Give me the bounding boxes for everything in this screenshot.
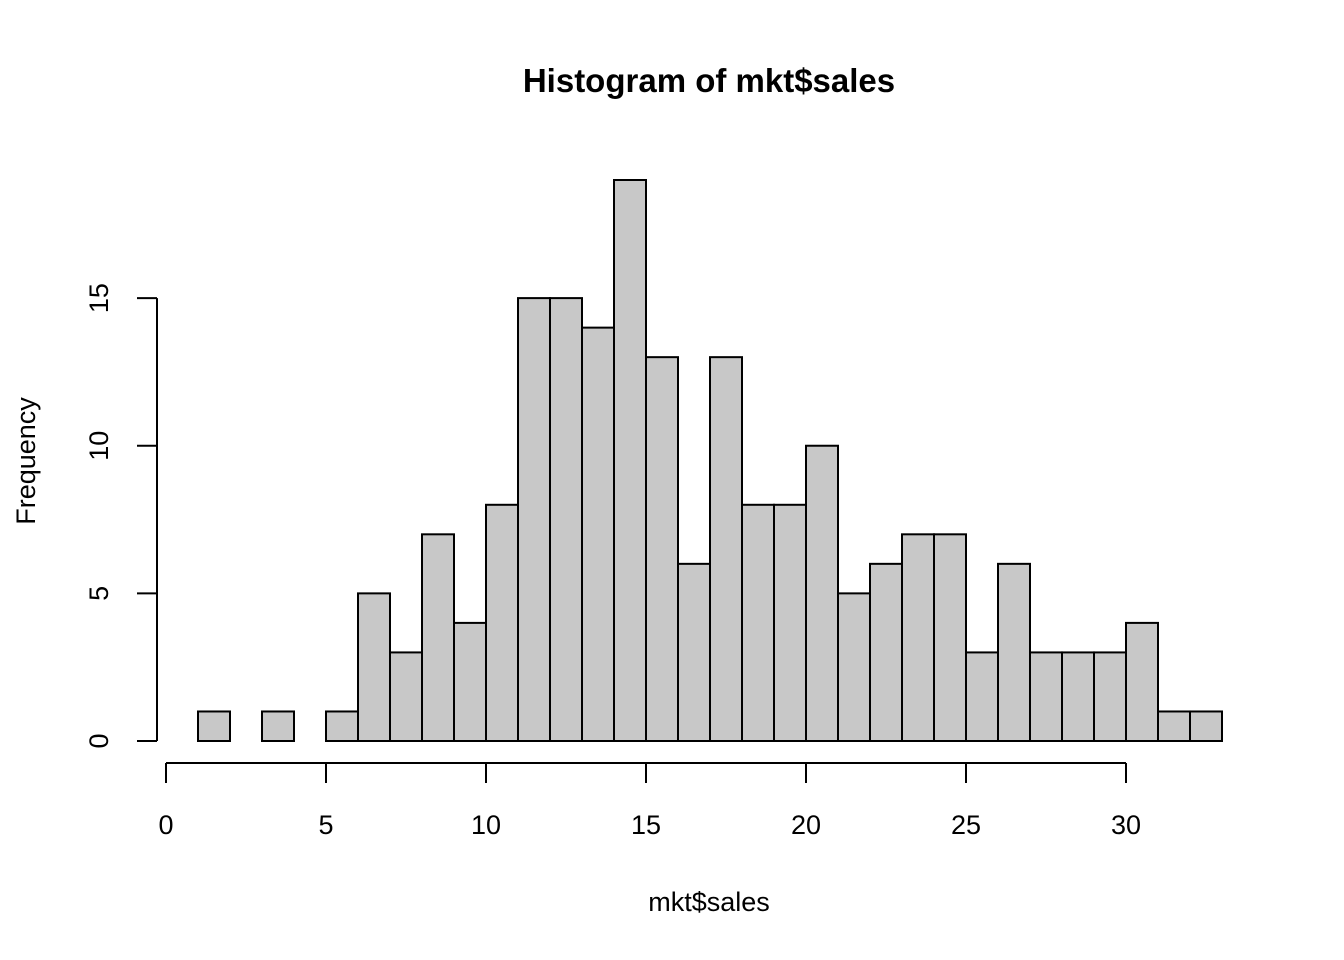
bar — [709, 356, 743, 742]
y-axis-label: Frequency — [11, 397, 41, 525]
bar — [549, 297, 583, 742]
bar — [357, 592, 391, 742]
y-tick-label: 0 — [84, 733, 114, 748]
bar — [933, 533, 967, 742]
bar — [581, 326, 615, 742]
x-axis-label: mkt$sales — [648, 887, 770, 917]
x-tick-label: 30 — [1111, 810, 1141, 840]
bar — [997, 562, 1031, 742]
bar — [837, 592, 871, 742]
bar — [1029, 651, 1063, 743]
bar — [389, 651, 423, 743]
bar — [965, 651, 999, 743]
bar — [485, 503, 519, 742]
bar — [741, 503, 775, 742]
bar — [1189, 710, 1223, 743]
y-tick-label: 15 — [84, 283, 114, 313]
x-tick-label: 25 — [951, 810, 981, 840]
x-tick-label: 5 — [318, 810, 333, 840]
bar — [677, 562, 711, 742]
bar — [197, 710, 231, 743]
bar — [901, 533, 935, 742]
chart-title: Histogram of mkt$sales — [523, 62, 895, 99]
bar — [1061, 651, 1095, 743]
x-tick-label: 10 — [471, 810, 501, 840]
bar — [805, 444, 839, 742]
bar — [613, 179, 647, 742]
bar — [517, 297, 551, 742]
x-tick-label: 20 — [791, 810, 821, 840]
bar — [453, 621, 487, 742]
bar — [645, 356, 679, 742]
bar — [421, 533, 455, 742]
y-tick-label: 5 — [84, 586, 114, 601]
bar — [1125, 621, 1159, 742]
x-tick-label: 15 — [631, 810, 661, 840]
x-tick-label: 0 — [158, 810, 173, 840]
bar — [261, 710, 295, 743]
bar — [1157, 710, 1191, 743]
y-tick-label: 10 — [84, 431, 114, 461]
bar — [869, 562, 903, 742]
bar — [1093, 651, 1127, 743]
bar — [773, 503, 807, 742]
bar — [325, 710, 359, 743]
